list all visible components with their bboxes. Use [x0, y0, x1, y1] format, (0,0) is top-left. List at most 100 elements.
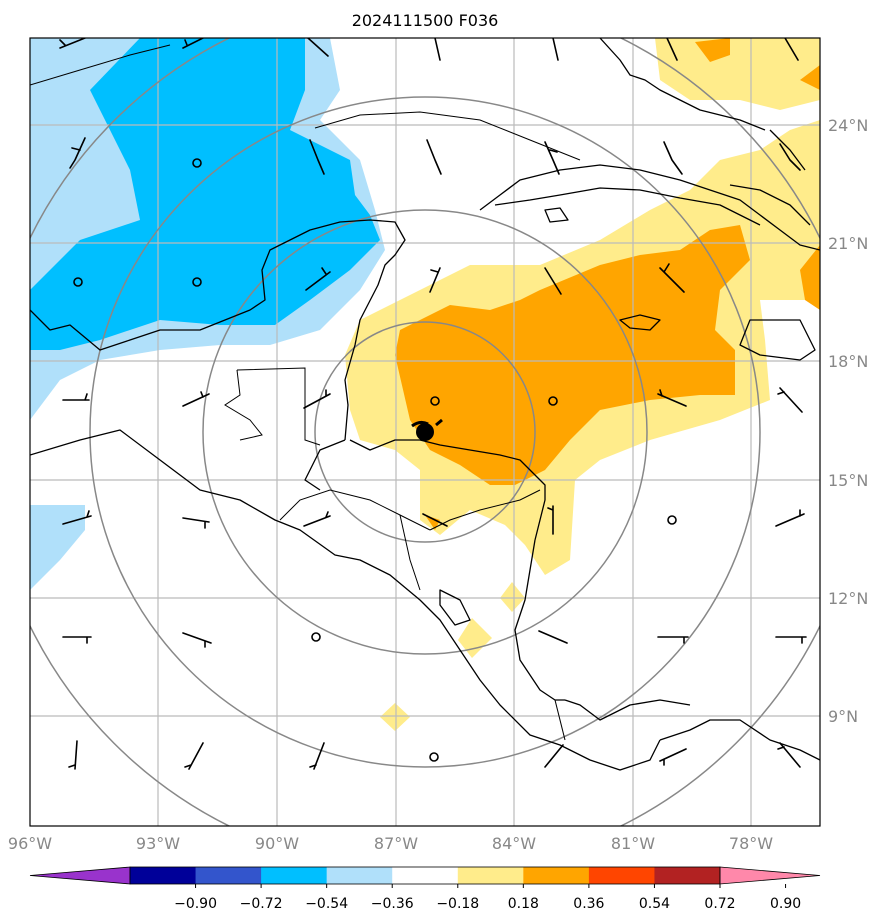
colorbar-label: −0.72 — [240, 896, 283, 912]
wind-barb — [538, 630, 568, 644]
wind-barb — [182, 632, 212, 648]
coastlines — [30, 38, 820, 771]
colorbar-label: −0.18 — [436, 896, 479, 912]
wind-barb — [59, 38, 88, 49]
lon-tick-label: 84°W — [492, 834, 536, 853]
wind-barb — [779, 143, 801, 171]
positive-field-yellow-4 — [458, 618, 492, 658]
positive-field-orange — [395, 225, 750, 485]
colorbar-frame — [129, 866, 721, 885]
colorbar-segment — [654, 867, 721, 884]
colorbar-label: 0.72 — [704, 896, 735, 912]
wind-barb — [657, 389, 687, 407]
range-rings — [30, 38, 820, 826]
positive-field-yellow-5 — [380, 703, 410, 731]
calm-marker — [430, 396, 440, 406]
wind-barb — [777, 742, 801, 768]
wind-barb — [303, 511, 331, 527]
wind-barb — [666, 38, 678, 61]
wind-barb — [307, 38, 329, 57]
colorbar-segment — [523, 867, 590, 884]
lon-tick-label: 90°W — [255, 834, 299, 853]
lon-tick-label: 78°W — [729, 834, 773, 853]
colorbar-label: −0.36 — [371, 896, 414, 912]
lat-tick-label: 9°N — [828, 707, 858, 726]
lon-tick-labels: 96°W 93°W 90°W 87°W 84°W 81°W 78°W — [8, 834, 773, 853]
colorbar-segment — [195, 867, 262, 884]
positive-field-orange-3 — [800, 65, 820, 90]
wind-barb — [547, 505, 554, 535]
wind-barb — [309, 742, 325, 770]
wind-barb — [775, 509, 805, 527]
lat-tick-label: 24°N — [828, 116, 868, 135]
calm-marker — [548, 396, 558, 406]
positive-field-orange-5 — [425, 515, 440, 530]
wind-barb — [184, 742, 204, 770]
colorbar-label: 0.18 — [508, 896, 539, 912]
colorbar-label: −0.90 — [174, 896, 217, 912]
wind-barb — [426, 139, 442, 175]
calm-marker — [667, 515, 677, 525]
wind-barb — [305, 267, 331, 291]
wind-barb — [303, 389, 331, 409]
colorbar: −0.90 −0.72 −0.54 −0.36 −0.18 0.18 0.36 0.54 0.7… — [29, 866, 821, 912]
wind-barb — [663, 141, 683, 175]
wind-barb — [657, 636, 689, 644]
colorbar-label: −0.54 — [305, 896, 348, 912]
lat-tick-labels: 24°N 21°N 18°N 15°N 12°N 9°N — [828, 116, 868, 726]
wind-barb — [544, 267, 562, 295]
gridlines — [30, 38, 820, 826]
lat-tick-label: 15°N — [828, 471, 868, 490]
wind-barbs — [59, 38, 807, 770]
colorbar-segment — [130, 867, 197, 884]
lat-tick-label: 21°N — [828, 234, 868, 253]
colorbar-segment — [326, 867, 393, 884]
wind-barb — [784, 38, 799, 61]
wind-barb — [309, 139, 325, 175]
colorbar-segment — [261, 867, 328, 884]
wind-barb — [775, 636, 807, 644]
colorbar-label: 0.90 — [770, 896, 801, 912]
lon-tick-label: 81°W — [611, 834, 655, 853]
colorbar-label: 0.36 — [573, 896, 604, 912]
wind-barb — [68, 740, 78, 770]
positive-field-yellow-2 — [655, 38, 820, 110]
wind-barb — [552, 38, 559, 61]
wind-barb — [659, 263, 685, 293]
wind-barb — [659, 748, 687, 766]
negative-field-light-2 — [30, 505, 85, 590]
calm-marker — [429, 752, 439, 762]
colorbar-extend-low — [29, 866, 131, 885]
negative-field-medium — [30, 38, 380, 350]
lat-tick-label: 18°N — [828, 352, 868, 371]
calm-marker — [73, 277, 83, 287]
wind-barb — [544, 141, 560, 175]
positive-field-orange-2 — [695, 38, 730, 62]
wind-barb — [429, 267, 441, 293]
lat-tick-label: 12°N — [828, 589, 868, 608]
wind-barb — [422, 513, 448, 527]
wind-barb — [62, 636, 92, 644]
figure-title: 2024111500 F036 — [352, 11, 499, 30]
calm-marker — [192, 158, 202, 168]
wind-barb — [544, 744, 564, 768]
wind-barb — [69, 137, 86, 169]
lon-tick-label: 96°W — [8, 834, 52, 853]
wind-barb — [434, 38, 441, 61]
map-frame — [29, 37, 821, 827]
colorbar-label: 0.54 — [639, 896, 670, 912]
calm-marker — [192, 277, 202, 287]
colorbar-extend-high — [719, 866, 821, 885]
storm-center-marker — [411, 418, 443, 441]
wind-barb — [182, 38, 205, 49]
wind-barb — [182, 391, 210, 407]
colorbar-segment — [392, 867, 459, 884]
colorbar-segment — [457, 867, 524, 884]
wind-barb — [182, 517, 210, 529]
wind-barb — [62, 393, 90, 401]
calm-marker — [311, 632, 321, 642]
country-borders — [30, 44, 581, 741]
map-area — [30, 38, 820, 826]
positive-field-yellow-3 — [500, 582, 525, 612]
